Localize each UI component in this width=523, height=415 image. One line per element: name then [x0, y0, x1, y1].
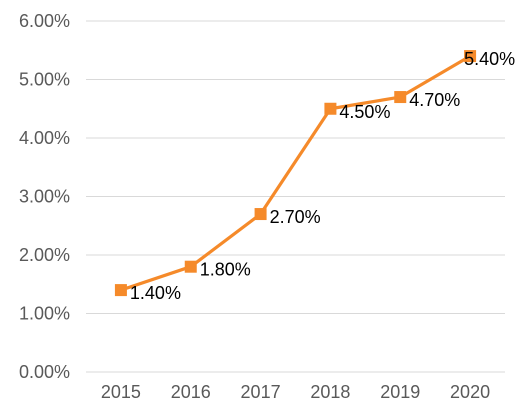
- x-tick-label: 2015: [101, 382, 141, 402]
- data-label: 1.80%: [200, 260, 251, 280]
- gridlines: [86, 20, 505, 373]
- data-label: 2.70%: [270, 207, 321, 227]
- x-tick-label: 2018: [310, 382, 350, 402]
- y-tick-label: 5.00%: [19, 70, 70, 90]
- series-line-path: [119, 54, 472, 292]
- data-point-marker: [254, 208, 267, 221]
- data-point-marker: [394, 91, 407, 104]
- data-point-marker: [184, 260, 197, 273]
- x-tick-label: 2020: [450, 382, 490, 402]
- y-axis-tick-labels: 0.00% 1.00% 2.00% 3.00% 4.00% 5.00% 6.00%: [19, 11, 70, 382]
- y-tick-label: 1.00%: [19, 304, 70, 324]
- data-label: 4.70%: [409, 90, 460, 110]
- data-labels: 1.40% 1.80% 2.70% 4.50% 4.70% 5.40%: [130, 49, 515, 303]
- y-tick-label: 2.00%: [19, 245, 70, 265]
- data-point-marker: [324, 102, 337, 115]
- y-tick-label: 4.00%: [19, 128, 70, 148]
- data-point-marker: [114, 284, 127, 297]
- x-tick-label: 2019: [380, 382, 420, 402]
- data-label: 4.50%: [339, 102, 390, 122]
- data-label: 1.40%: [130, 283, 181, 303]
- data-label: 5.40%: [464, 49, 515, 69]
- data-point-marker: [464, 50, 477, 63]
- y-tick-label: 3.00%: [19, 187, 70, 207]
- series-line: [119, 54, 472, 292]
- x-axis-tick-labels: 2015 2016 2017 2018 2019 2020: [101, 382, 490, 402]
- series-markers: [114, 50, 477, 297]
- y-tick-label: 0.00%: [19, 362, 70, 382]
- x-tick-label: 2017: [241, 382, 281, 402]
- y-tick-label: 6.00%: [19, 11, 70, 31]
- x-tick-label: 2016: [171, 382, 211, 402]
